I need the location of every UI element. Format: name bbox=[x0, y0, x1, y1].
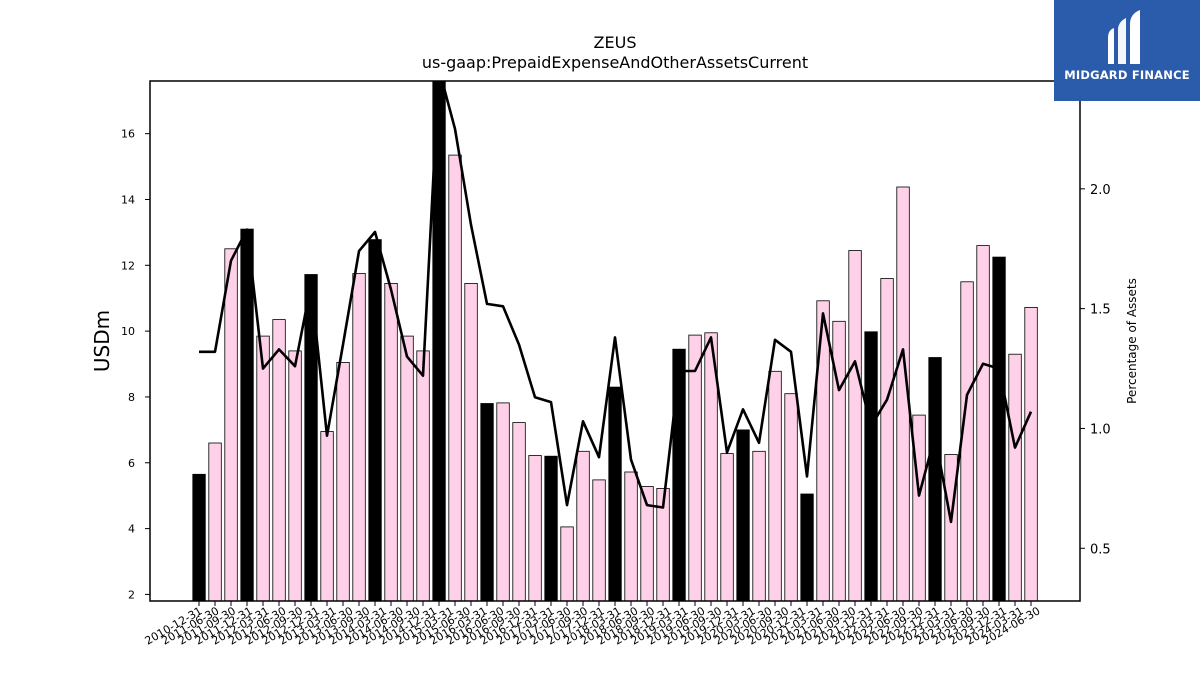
bar bbox=[224, 248, 238, 602]
bar bbox=[752, 450, 766, 602]
y-tick-label: 16 bbox=[121, 128, 135, 141]
plot-frame bbox=[149, 80, 1081, 602]
bar bbox=[720, 453, 734, 602]
bar bbox=[1008, 353, 1022, 602]
bar bbox=[736, 429, 750, 602]
bar bbox=[400, 335, 414, 602]
bar bbox=[288, 350, 302, 602]
bar bbox=[928, 357, 942, 602]
bar bbox=[784, 393, 798, 602]
bar bbox=[672, 348, 686, 602]
midgard-logo-icon bbox=[1108, 10, 1140, 64]
bar bbox=[240, 228, 254, 602]
bar bbox=[480, 403, 494, 602]
bar bbox=[496, 402, 510, 602]
bar bbox=[560, 526, 574, 602]
line-group bbox=[199, 81, 1033, 524]
y2-tick-label: 1.5 bbox=[1090, 303, 1111, 318]
y2-tick-label: 1.0 bbox=[1090, 422, 1111, 437]
bar bbox=[448, 154, 462, 602]
bar bbox=[960, 281, 974, 602]
bar bbox=[976, 245, 990, 602]
y-tick-label: 6 bbox=[128, 457, 135, 470]
y2-tick-label: 2.0 bbox=[1090, 183, 1111, 198]
bar bbox=[544, 455, 558, 602]
bar bbox=[576, 450, 590, 602]
brand-logo: MIDGARD FINANCE bbox=[1054, 0, 1200, 101]
logo-text: MIDGARD FINANCE bbox=[1064, 68, 1190, 82]
bar bbox=[416, 350, 430, 602]
bar bbox=[208, 442, 222, 602]
y-axis-label: USDm bbox=[90, 310, 114, 372]
bar bbox=[688, 334, 702, 602]
chart-title: ZEUS bbox=[594, 33, 637, 52]
bar bbox=[624, 471, 638, 602]
y-tick-label: 12 bbox=[121, 259, 135, 272]
y2-axis-label: Percentage of Assets bbox=[1125, 278, 1139, 404]
y-tick-label: 8 bbox=[128, 391, 135, 404]
bar bbox=[880, 278, 894, 602]
y2-tick-label: 0.5 bbox=[1090, 542, 1111, 557]
bar bbox=[320, 431, 334, 602]
axes-group: 2468101214160.51.01.52.02010-12-312011-0… bbox=[121, 128, 1111, 648]
bar bbox=[1024, 306, 1038, 602]
bar bbox=[512, 422, 526, 602]
bar bbox=[464, 282, 478, 602]
bar bbox=[992, 256, 1006, 602]
bar bbox=[768, 370, 782, 602]
bar bbox=[912, 414, 926, 602]
bar bbox=[800, 493, 814, 602]
bar bbox=[848, 250, 862, 602]
chart-subtitle: us-gaap:PrepaidExpenseAndOtherAssetsCurr… bbox=[422, 53, 808, 72]
y-tick-label: 14 bbox=[121, 193, 135, 206]
bar bbox=[368, 239, 382, 602]
bar bbox=[592, 479, 606, 602]
bar bbox=[336, 361, 350, 602]
bar bbox=[256, 335, 270, 602]
bar bbox=[608, 386, 622, 602]
bar bbox=[272, 319, 286, 602]
y-tick-label: 10 bbox=[121, 325, 135, 338]
y-tick-label: 2 bbox=[128, 588, 135, 601]
bar bbox=[528, 455, 542, 602]
bar bbox=[192, 473, 206, 602]
bar bbox=[384, 282, 398, 602]
bar bbox=[864, 331, 878, 602]
bar bbox=[352, 273, 366, 602]
y-tick-label: 4 bbox=[128, 523, 135, 536]
percentage-line bbox=[199, 81, 1033, 524]
